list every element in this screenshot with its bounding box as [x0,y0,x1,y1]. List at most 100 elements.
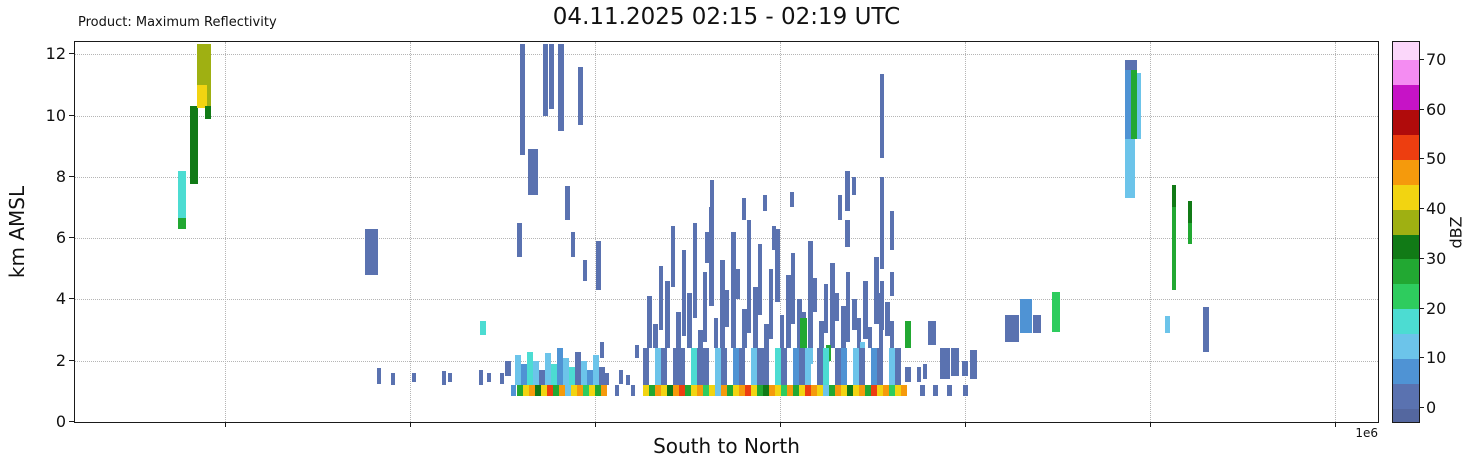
reflectivity-cell [824,284,828,334]
reflectivity-cell [649,385,655,396]
reflectivity-cell [889,385,895,396]
reflectivity-cell [697,348,703,386]
reflectivity-cell [727,385,733,396]
reflectivity-cell [500,372,504,384]
reflectivity-cell [841,305,846,349]
reflectivity-cell [780,314,784,349]
reflectivity-cell [1033,314,1041,334]
reflectivity-cell [885,302,890,337]
x-tick-mark [1335,422,1336,427]
reflectivity-cell [583,385,589,396]
reflectivity-cell [577,385,583,396]
reflectivity-cell [1125,60,1137,70]
reflectivity-cell [838,195,842,220]
reflectivity-cell [1165,316,1170,334]
reflectivity-cell [563,357,569,386]
reflectivity-cell [775,228,780,303]
reflectivity-cell [535,385,541,396]
reflectivity-cell [448,372,452,383]
y-tick-mark [69,421,75,422]
reflectivity-cell [962,360,968,377]
h-gridline [75,115,1378,117]
reflectivity-cell [480,320,486,335]
colorbar-tick-label: 0 [1426,398,1437,417]
reflectivity-cell [517,222,522,257]
colorbar-tick-label: 20 [1426,298,1447,318]
reflectivity-cell [751,348,757,386]
reflectivity-cell [739,385,745,396]
reflectivity-cell [178,218,186,229]
reflectivity-cell [545,353,551,386]
y-tick-mark [69,237,75,239]
reflectivity-cell [673,385,679,396]
y-tick-mark [69,175,75,177]
reflectivity-cell [533,360,539,386]
reflectivity-cell [963,385,968,396]
reflectivity-cell [527,351,533,386]
reflectivity-cell [920,385,925,396]
reflectivity-cell [693,222,697,318]
y-tick-label: 12 [45,44,66,64]
reflectivity-cell [895,385,901,396]
reflectivity-cell [178,170,186,229]
reflectivity-cell [947,385,952,396]
colorbar-tick-mark [1419,407,1424,408]
reflectivity-cell [581,360,587,386]
colorbar [1392,41,1420,423]
reflectivity-cell [691,348,697,386]
reflectivity-cell [763,348,769,386]
reflectivity-cell [547,385,553,396]
reflectivity-cell [714,317,718,349]
reflectivity-cell [715,385,721,396]
reflectivity-cell [705,232,709,263]
reflectivity-cell [940,348,950,380]
reflectivity-cell [889,348,895,386]
reflectivity-cell [653,323,658,349]
reflectivity-cell [852,299,857,331]
colorbar-segment [1393,234,1419,260]
reflectivity-cell [190,106,198,185]
y-tick-label: 4 [55,289,66,309]
reflectivity-cell [871,348,877,386]
reflectivity-cell [442,371,446,386]
reflectivity-cell [781,348,787,386]
colorbar-segment [1393,109,1419,136]
reflectivity-cell [775,348,781,386]
reflectivity-cell [890,210,894,251]
colorbar-tick-mark [1419,59,1424,60]
colorbar-segment [1393,60,1419,86]
reflectivity-cell [745,385,751,396]
reflectivity-cell [847,385,853,396]
reflectivity-cell [673,348,679,386]
reflectivity-cell [853,348,859,386]
reflectivity-cell [905,366,911,383]
reflectivity-cell [731,232,736,349]
reflectivity-cell [635,345,639,358]
reflectivity-cell [793,348,799,386]
reflectivity-cell [845,219,850,248]
reflectivity-cell [1125,61,1131,139]
reflectivity-cell [835,293,839,321]
product-label: Product: Maximum Reflectivity [78,15,277,30]
reflectivity-cell [797,299,802,349]
reflectivity-cell [710,179,714,229]
v-gridline [595,42,596,422]
reflectivity-cell [739,348,745,386]
reflectivity-cell [521,363,527,386]
colorbar-tick-mark [1419,257,1424,259]
reflectivity-cell [951,348,959,377]
colorbar-segment [1393,358,1419,384]
x-axis-offset-label: 1e6 [1355,426,1378,440]
reflectivity-cell [599,366,605,386]
v-gridline [1150,42,1151,422]
y-axis-label: km AMSL [5,185,30,279]
reflectivity-cell [841,348,847,386]
reflectivity-cell [880,281,884,331]
reflectivity-cell [631,385,635,396]
chart-title: 04.11.2025 02:15 - 02:19 UTC [552,4,901,30]
reflectivity-cell [757,348,763,386]
x-tick-mark [1150,422,1151,427]
reflectivity-cell [517,385,523,396]
reflectivity-cell [626,374,630,386]
reflectivity-cell [880,176,884,269]
